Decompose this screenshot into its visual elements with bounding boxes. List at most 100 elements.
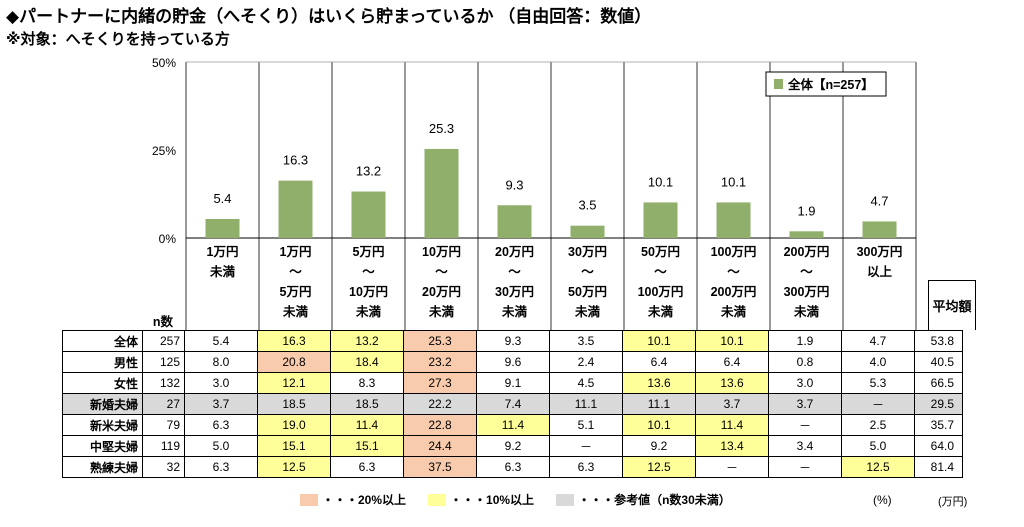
bar-value-label: 4.7	[870, 193, 888, 208]
table-row: 中堅夫婦 119 5.0 15.1 15.1 24.4 9.2 － 9.2 13.4 3.4 5.0 6…	[62, 435, 963, 457]
row-label: 男性	[62, 351, 143, 373]
highlight-legend: ・・・20%以上 ・・・10%以上 ・・・参考値（n数30未満）	[300, 491, 753, 509]
table-cell: 11.4	[476, 414, 550, 436]
table-cell: 19.0	[257, 414, 331, 436]
category-label: 1万円～ 5万円未満	[280, 245, 312, 319]
table-cell: 10.1	[695, 330, 769, 352]
table-cell: 5.4	[184, 330, 258, 352]
table-cell: 23.2	[403, 351, 477, 373]
bar	[570, 225, 605, 238]
table-cell: 20.8	[257, 351, 331, 373]
bar-value-label: 5.4	[213, 191, 231, 206]
table-cell: 24.4	[403, 435, 477, 457]
table-cell: 11.4	[695, 414, 769, 436]
legend-item: ・・・参考値（n数30未満）	[556, 491, 731, 508]
row-label: 新米夫婦	[62, 414, 143, 436]
bar-value-label: 1.9	[797, 203, 815, 218]
table-cell: 5.1	[549, 414, 623, 436]
table-cell: 13.6	[695, 372, 769, 394]
row-average: 66.5	[914, 372, 963, 394]
chart-title: ◆パートナーに内緒の貯金（へそくり）はいくら貯まっているか （自由回答：数値）	[6, 7, 652, 26]
bar-value-label: 9.3	[505, 177, 523, 192]
category-label: 200万円～ 300万円未満	[784, 245, 830, 319]
row-average: 29.5	[914, 393, 963, 415]
table-cell: 9.6	[476, 351, 550, 373]
table-cell: 13.4	[695, 435, 769, 457]
bar-chart: 50% 25% 0% 5.4 16.3 13.2 25.3 9.3 3.5 10.1 10.1 1.9…	[152, 56, 917, 330]
table-cell: 13.2	[330, 330, 404, 352]
legend-label: ・・・10%以上	[450, 493, 535, 507]
table-cell: 5.0	[841, 435, 915, 457]
row-n: 257	[142, 330, 185, 352]
table-cell: 9.3	[476, 330, 550, 352]
category-label: 100万円～ 200万円未満	[711, 245, 757, 319]
bar	[205, 218, 240, 238]
table-cell: 3.7	[768, 393, 842, 415]
table-cell: 4.7	[841, 330, 915, 352]
table-cell: 16.3	[257, 330, 331, 352]
table-cell: 12.5	[622, 456, 696, 478]
table-cell: 4.5	[549, 372, 623, 394]
bar-value-label: 25.3	[429, 121, 454, 136]
legend-label: ・・・20%以上	[322, 493, 407, 507]
category-label: 1万円未満	[207, 245, 239, 279]
table-cell: 1.9	[768, 330, 842, 352]
data-table: 全体 257 5.4 16.3 13.2 25.3 9.3 3.5 10.1 10.1 1.9 4.7…	[62, 330, 963, 478]
row-average: 81.4	[914, 456, 963, 478]
bar	[862, 221, 897, 238]
table-cell: 6.3	[330, 456, 404, 478]
table-cell: 37.5	[403, 456, 477, 478]
category-label: 5万円～ 10万円未満	[349, 245, 388, 319]
bar	[424, 148, 459, 238]
legend-label: 全体【n=257】	[787, 77, 874, 92]
category-label: 20万円～ 30万円未満	[495, 245, 534, 319]
table-row: 熟練夫婦 32 6.3 12.5 6.3 37.5 6.3 6.3 12.5 －－ 12.5 81.4	[62, 456, 963, 478]
table-cell: 2.4	[549, 351, 623, 373]
row-average: 40.5	[914, 351, 963, 373]
table-row: 女性 132 3.0 12.1 8.3 27.3 9.1 4.5 13.6 13.6 3.0 5.3 6…	[62, 372, 963, 394]
row-n: 125	[142, 351, 185, 373]
legend-swatch	[774, 79, 783, 89]
table-cell: 5.0	[184, 435, 258, 457]
table-cell: －	[549, 435, 623, 457]
bar-value-label: 10.1	[648, 174, 673, 189]
table-cell: －	[768, 456, 842, 478]
legend-box	[765, 71, 887, 97]
table-cell: 3.0	[768, 372, 842, 394]
table-cell: 11.4	[330, 414, 404, 436]
table-cell: 12.1	[257, 372, 331, 394]
bar-value-label: 13.2	[356, 164, 381, 179]
table-cell: 12.5	[257, 456, 331, 478]
table-cell: 8.3	[330, 372, 404, 394]
row-label: 熟練夫婦	[62, 456, 143, 478]
bar-value-label: 3.5	[578, 198, 596, 213]
row-n: 79	[142, 414, 185, 436]
row-label: 中堅夫婦	[62, 435, 143, 457]
table-cell: 8.0	[184, 351, 258, 373]
table-cell: 18.5	[257, 393, 331, 415]
chart-subtitle: ※対象：へそくりを持っている方	[6, 31, 230, 48]
table-cell: 22.8	[403, 414, 477, 436]
unit-percent: (%)	[873, 493, 892, 507]
table-row: 男性 125 8.0 20.8 18.4 23.2 9.6 2.4 6.4 6.4 0.8 4.0 40…	[62, 351, 963, 373]
bar	[497, 205, 532, 238]
y-tick-label: 25%	[152, 144, 176, 158]
row-label: 全体	[62, 330, 143, 352]
table-cell: 6.3	[184, 456, 258, 478]
row-average: 53.8	[914, 330, 963, 352]
table-cell: 7.4	[476, 393, 550, 415]
bar	[643, 202, 678, 238]
table-cell: 10.1	[622, 414, 696, 436]
bar	[789, 231, 824, 238]
row-label: 新婚夫婦	[62, 393, 143, 415]
row-average: 64.0	[914, 435, 963, 457]
table-cell: 18.4	[330, 351, 404, 373]
table-cell: －	[768, 414, 842, 436]
bar	[351, 191, 386, 238]
y-tick-label: 50%	[152, 56, 176, 70]
table-cell: 3.7	[184, 393, 258, 415]
row-n: 32	[142, 456, 185, 478]
table-cell: 6.3	[549, 456, 623, 478]
table-cell: 6.3	[476, 456, 550, 478]
unit-man-yen: (万円)	[938, 496, 968, 508]
